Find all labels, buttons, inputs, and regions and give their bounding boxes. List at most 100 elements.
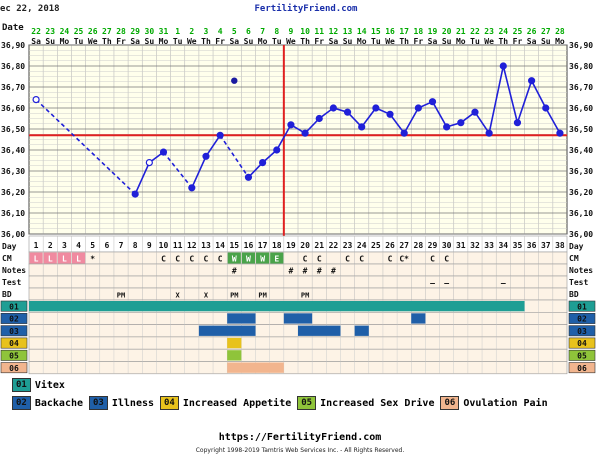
date-cell: 23 bbox=[484, 27, 494, 36]
day-number: 22 bbox=[329, 241, 339, 250]
temp-point bbox=[556, 129, 564, 137]
date-cell: 22 bbox=[470, 27, 480, 36]
day-number: 4 bbox=[76, 241, 81, 250]
weekday-cell: Sa bbox=[428, 37, 438, 46]
cm-cell: C bbox=[161, 255, 166, 264]
temp-segment bbox=[516, 80, 533, 123]
y-tick-label-right: 36,10 bbox=[569, 209, 593, 218]
category-bar bbox=[354, 325, 369, 336]
day-number: 10 bbox=[159, 241, 169, 250]
date-cell: 25 bbox=[74, 27, 84, 36]
category-code: 05 bbox=[9, 352, 19, 361]
date-cell: 9 bbox=[289, 27, 294, 36]
category-code-right: 05 bbox=[577, 352, 587, 361]
date-cell: 15 bbox=[371, 27, 381, 36]
temp-point bbox=[202, 152, 210, 160]
legend-label: Increased Sex Drive bbox=[320, 397, 435, 409]
temp-segment bbox=[502, 65, 519, 123]
legend-item-increased-sex-drive: 05 Increased Sex Drive bbox=[297, 396, 434, 410]
y-tick-label-right: 36,60 bbox=[569, 104, 593, 113]
date-cell: 21 bbox=[456, 27, 466, 36]
day-number: 8 bbox=[133, 241, 138, 250]
cm-cell: W bbox=[246, 255, 251, 264]
category-code: 02 bbox=[9, 315, 19, 324]
temp-point bbox=[428, 98, 437, 106]
cm-cell-fill bbox=[241, 252, 256, 264]
weekday-cell: Mo bbox=[60, 37, 70, 46]
category-code-box-right bbox=[568, 337, 596, 349]
date-cell: 4 bbox=[218, 27, 223, 36]
day-number: 14 bbox=[215, 241, 225, 250]
note-mark: # bbox=[303, 267, 308, 276]
y-tick-label-right: 36,90 bbox=[569, 41, 593, 50]
category-bar bbox=[227, 337, 242, 349]
cm-cell-fill bbox=[227, 252, 241, 264]
temp-point bbox=[400, 129, 408, 137]
y-tick-label-left: 36,80 bbox=[1, 62, 25, 71]
day-number: 24 bbox=[357, 241, 367, 250]
legend-code: 04 bbox=[160, 396, 179, 410]
day-number: 1 bbox=[34, 241, 39, 250]
category-code-right: 06 bbox=[577, 364, 587, 373]
row-label-date: Date bbox=[2, 23, 24, 33]
weekday-cell: Tu bbox=[470, 37, 480, 46]
day-number: 16 bbox=[244, 241, 254, 250]
temp-point bbox=[159, 148, 168, 156]
category-code-box bbox=[0, 349, 28, 361]
y-tick-label-right: 36,70 bbox=[569, 83, 593, 92]
y-tick-label-left: 36,90 bbox=[1, 41, 25, 50]
day-number: 5 bbox=[90, 241, 95, 250]
day-number: 32 bbox=[470, 241, 480, 250]
temp-point bbox=[273, 146, 281, 154]
cm-cell: L bbox=[76, 255, 81, 264]
temp-point bbox=[499, 62, 507, 70]
weekday-cell: Fr bbox=[513, 37, 523, 46]
day-number: 26 bbox=[385, 241, 395, 250]
category-code-box-right bbox=[568, 349, 596, 361]
temp-segment-dashed bbox=[35, 99, 136, 195]
weekday-cell: Mo bbox=[357, 37, 367, 46]
weekday-cell: Su bbox=[244, 37, 254, 46]
row-label-notes-right: Notes bbox=[569, 266, 593, 275]
weekday-cell: Sa bbox=[31, 37, 41, 46]
day-number: 19 bbox=[286, 241, 296, 250]
bd-mark: PM bbox=[230, 292, 238, 300]
weekday-cell: We bbox=[286, 37, 296, 46]
day-number: 11 bbox=[173, 241, 183, 250]
day-number: 21 bbox=[314, 241, 324, 250]
date-cell: 13 bbox=[343, 27, 353, 36]
row-label-bd-right: BD bbox=[569, 290, 579, 299]
note-mark: # bbox=[232, 267, 237, 276]
temp-point bbox=[485, 129, 493, 137]
temp-point bbox=[471, 108, 479, 116]
category-code-box bbox=[0, 312, 28, 324]
date-cell: 7 bbox=[260, 27, 265, 36]
category-code-right: 04 bbox=[577, 339, 587, 348]
category-bar bbox=[29, 301, 525, 312]
footer-url[interactable]: https://FertilityFriend.com bbox=[218, 432, 382, 443]
date-cell: 28 bbox=[555, 27, 565, 36]
day-number: 3 bbox=[62, 241, 67, 250]
y-tick-label-left: 36,10 bbox=[1, 209, 25, 218]
legend-label: Illness bbox=[111, 397, 155, 409]
legend-label: Backache bbox=[34, 397, 84, 409]
legend-item-backache: 02 Backache bbox=[12, 396, 83, 410]
day-number: 17 bbox=[258, 241, 268, 250]
weekday-cell: Th bbox=[102, 37, 112, 46]
date-cell: 23 bbox=[45, 27, 55, 36]
cm-cell-fill bbox=[57, 252, 71, 264]
bd-mark: PM bbox=[301, 292, 309, 300]
temp-point bbox=[315, 114, 323, 123]
bd-mark: PM bbox=[117, 292, 125, 300]
legend-row-2: 02 Backache 03 Illness 04 Increased Appe… bbox=[12, 396, 554, 410]
weekday-cell: We bbox=[385, 37, 395, 46]
cm-cell: C bbox=[303, 255, 308, 264]
temp-segment bbox=[134, 162, 151, 195]
category-code-right: 03 bbox=[577, 327, 587, 336]
cm-cell: C bbox=[359, 255, 364, 264]
temp-point bbox=[513, 119, 522, 127]
cm-cell-fill bbox=[256, 252, 270, 264]
category-code-right: 01 bbox=[577, 302, 587, 311]
temp-point bbox=[329, 104, 337, 112]
day-number: 33 bbox=[484, 241, 494, 250]
